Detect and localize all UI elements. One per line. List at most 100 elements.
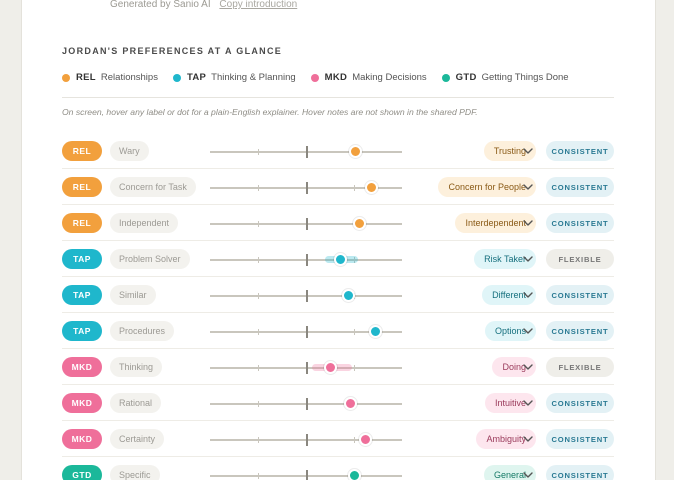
scale-tick bbox=[258, 257, 259, 263]
scale-midpoint bbox=[306, 434, 308, 446]
hover-hint: On screen, hover any label or dot for a … bbox=[62, 107, 478, 117]
preference-row: MKD Certainty Ambiguity CONSISTENT bbox=[62, 421, 614, 457]
preference-dot[interactable] bbox=[353, 217, 367, 230]
legend-name: Getting Things Done bbox=[481, 72, 569, 83]
legend-name: Thinking & Planning bbox=[211, 72, 296, 83]
left-pole-label[interactable]: Thinking bbox=[110, 357, 163, 377]
category-pill[interactable]: GTD bbox=[62, 465, 102, 480]
status-badge: CONSISTENT bbox=[546, 465, 614, 480]
left-pole-label[interactable]: Procedures bbox=[110, 321, 175, 341]
scale-tick bbox=[258, 365, 259, 371]
scale-midpoint bbox=[306, 254, 308, 266]
category-pill[interactable]: TAP bbox=[62, 285, 102, 305]
legend-dot-icon bbox=[441, 73, 450, 82]
status-badge: FLEXIBLE bbox=[546, 357, 614, 377]
category-pill[interactable]: MKD bbox=[62, 357, 102, 377]
chevron-down-icon[interactable] bbox=[522, 253, 534, 265]
scale-tick bbox=[354, 329, 355, 335]
legend-item-tap: TAP Thinking & Planning bbox=[172, 72, 296, 83]
preference-dot[interactable] bbox=[364, 181, 378, 194]
left-pole-label[interactable]: Similar bbox=[110, 285, 156, 305]
left-pole-label[interactable]: Rational bbox=[110, 393, 162, 413]
status-badge: CONSISTENT bbox=[546, 321, 614, 341]
right-pole-label[interactable]: Intuitive bbox=[484, 393, 536, 413]
preference-dot[interactable] bbox=[359, 433, 373, 446]
scale-midpoint bbox=[306, 182, 308, 194]
category-pill[interactable]: REL bbox=[62, 177, 102, 197]
left-pole-label[interactable]: Specific bbox=[110, 465, 160, 480]
legend-code: GTD bbox=[455, 72, 477, 83]
legend-code: TAP bbox=[186, 72, 207, 83]
right-pole-label[interactable]: Concern for People bbox=[438, 177, 536, 197]
scale-tick bbox=[354, 437, 355, 443]
scale-midpoint bbox=[306, 146, 308, 158]
right-pole-label[interactable]: Options bbox=[484, 321, 536, 341]
right-pole-label[interactable]: Interdependent bbox=[455, 213, 536, 233]
status-badge: CONSISTENT bbox=[546, 141, 614, 161]
left-pole-label[interactable]: Independent bbox=[110, 213, 179, 233]
chevron-down-icon[interactable] bbox=[522, 145, 534, 157]
chevron-down-icon[interactable] bbox=[522, 397, 534, 409]
scale-midpoint bbox=[306, 362, 308, 374]
scale-tick bbox=[258, 329, 259, 335]
preference-dot[interactable] bbox=[324, 361, 338, 374]
scale-tick bbox=[354, 185, 355, 191]
status-badge: CONSISTENT bbox=[546, 177, 614, 197]
right-pole-label[interactable]: Trusting bbox=[483, 141, 536, 161]
scale-tick bbox=[258, 149, 259, 155]
category-pill[interactable]: TAP bbox=[62, 321, 102, 341]
left-pole-label[interactable]: Concern for Task bbox=[110, 177, 196, 197]
scale-tick bbox=[258, 473, 259, 479]
preference-dot[interactable] bbox=[347, 469, 361, 480]
left-pole-label[interactable]: Wary bbox=[110, 141, 149, 161]
scale-tick bbox=[258, 185, 259, 191]
generated-note: Generated by Sanio AI Copy introduction bbox=[110, 0, 297, 10]
preference-rows: REL Wary Trusting CONSISTENT REL Concern for … bbox=[62, 133, 614, 480]
legend-code: MKD bbox=[324, 72, 348, 83]
scale-tick bbox=[354, 257, 355, 263]
divider bbox=[62, 97, 614, 98]
left-pole-label[interactable]: Problem Solver bbox=[110, 249, 190, 269]
right-pole-label[interactable]: Risk Taker bbox=[474, 249, 536, 269]
category-pill[interactable]: REL bbox=[62, 213, 102, 233]
right-pole-label[interactable]: General bbox=[483, 465, 536, 480]
preference-scale-track bbox=[210, 217, 402, 230]
preference-row: MKD Rational Intuitive CONSISTENT bbox=[62, 385, 614, 421]
preference-dot[interactable] bbox=[368, 325, 382, 338]
copy-introduction-link[interactable]: Copy introduction bbox=[219, 0, 298, 10]
right-pole-label[interactable]: Ambiguity bbox=[476, 429, 536, 449]
left-pole-label[interactable]: Certainty bbox=[110, 429, 165, 449]
right-pole-label[interactable]: Different bbox=[482, 285, 536, 305]
legend-name: Relationships bbox=[100, 72, 158, 83]
preference-dot[interactable] bbox=[341, 289, 355, 302]
preference-scale-track bbox=[210, 433, 402, 446]
legend-dot-icon bbox=[172, 73, 181, 82]
chevron-down-icon[interactable] bbox=[522, 217, 534, 229]
category-pill[interactable]: TAP bbox=[62, 249, 102, 269]
status-badge: CONSISTENT bbox=[546, 285, 614, 305]
preference-row: REL Independent Interdependent CONSISTENT bbox=[62, 205, 614, 241]
preference-dot[interactable] bbox=[334, 253, 348, 266]
chevron-down-icon[interactable] bbox=[522, 469, 534, 480]
preference-scale-track bbox=[210, 253, 402, 266]
chevron-down-icon[interactable] bbox=[522, 325, 534, 337]
chevron-down-icon[interactable] bbox=[522, 361, 534, 373]
chevron-down-icon[interactable] bbox=[522, 433, 534, 445]
category-pill[interactable]: MKD bbox=[62, 393, 102, 413]
scale-tick bbox=[354, 365, 355, 371]
preference-scale-track bbox=[210, 397, 402, 410]
scale-tick bbox=[258, 401, 259, 407]
preference-dot[interactable] bbox=[349, 145, 363, 158]
category-pill[interactable]: REL bbox=[62, 141, 102, 161]
preference-scale-track bbox=[210, 361, 402, 374]
preference-scale-track bbox=[210, 469, 402, 480]
preference-row: GTD Specific General CONSISTENT bbox=[62, 457, 614, 480]
chevron-down-icon[interactable] bbox=[522, 289, 534, 301]
preference-dot[interactable] bbox=[343, 397, 357, 410]
right-pole-label[interactable]: Doing bbox=[492, 357, 536, 377]
category-pill[interactable]: MKD bbox=[62, 429, 102, 449]
status-badge: CONSISTENT bbox=[546, 393, 614, 413]
legend-dot-icon bbox=[310, 73, 319, 82]
status-badge: FLEXIBLE bbox=[546, 249, 614, 269]
chevron-down-icon[interactable] bbox=[522, 181, 534, 193]
